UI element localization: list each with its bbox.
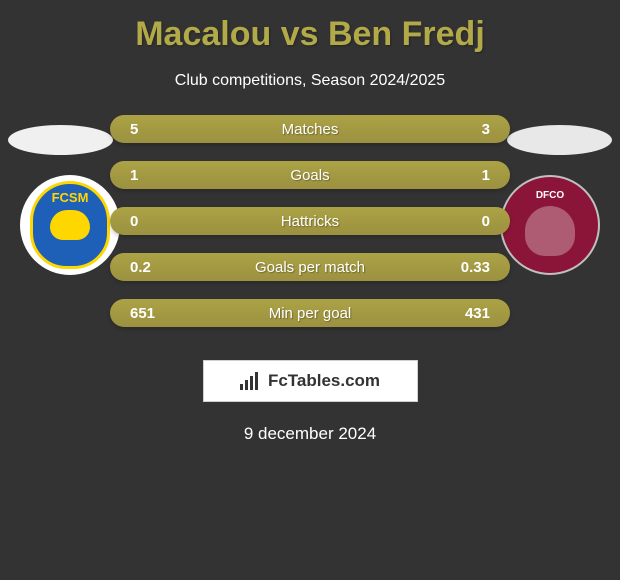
stat-left-value: 0.2	[130, 259, 190, 276]
right-crest-abbr: DFCO	[525, 190, 575, 201]
stat-left-value: 0	[130, 213, 190, 230]
stat-row: 1 Goals 1	[110, 161, 510, 189]
stat-right-value: 431	[430, 305, 490, 322]
main-comparison-area: FCSM DFCO 5 Matches 3 1 Goals 1 0	[0, 115, 620, 335]
stat-left-value: 5	[130, 121, 190, 138]
stat-label: Matches	[190, 121, 430, 138]
stat-row: 5 Matches 3	[110, 115, 510, 143]
right-team-crest[interactable]: DFCO	[500, 175, 600, 275]
owl-icon	[525, 206, 575, 256]
page-title: Macalou vs Ben Fredj	[0, 15, 620, 54]
stats-table: 5 Matches 3 1 Goals 1 0 Hattricks 0 0.2 …	[110, 115, 510, 345]
stat-row: 0 Hattricks 0	[110, 207, 510, 235]
stat-row: 651 Min per goal 431	[110, 299, 510, 327]
stat-right-value: 3	[430, 121, 490, 138]
competition-subtitle: Club competitions, Season 2024/2025	[0, 72, 620, 90]
chart-icon	[240, 372, 262, 390]
stat-left-value: 651	[130, 305, 190, 322]
stat-label: Goals	[190, 167, 430, 184]
lion-icon	[50, 210, 90, 240]
comparison-widget: Macalou vs Ben Fredj Club competitions, …	[0, 0, 620, 454]
stat-label: Goals per match	[190, 259, 430, 276]
right-crest-content: DFCO	[525, 190, 575, 261]
left-ellipse-shadow	[8, 125, 113, 155]
brand-name: FcTables.com	[268, 371, 380, 391]
right-ellipse-shadow	[507, 125, 612, 155]
stat-right-value: 0.33	[430, 259, 490, 276]
left-crest-abbr: FCSM	[52, 190, 89, 205]
stat-left-value: 1	[130, 167, 190, 184]
stat-right-value: 0	[430, 213, 490, 230]
stat-label: Hattricks	[190, 213, 430, 230]
stat-row: 0.2 Goals per match 0.33	[110, 253, 510, 281]
crest-shield-icon: FCSM	[30, 181, 110, 269]
stat-right-value: 1	[430, 167, 490, 184]
brand-attribution[interactable]: FcTables.com	[203, 360, 418, 402]
left-team-crest[interactable]: FCSM	[20, 175, 120, 275]
stat-label: Min per goal	[190, 305, 430, 322]
date-label: 9 december 2024	[0, 424, 620, 444]
